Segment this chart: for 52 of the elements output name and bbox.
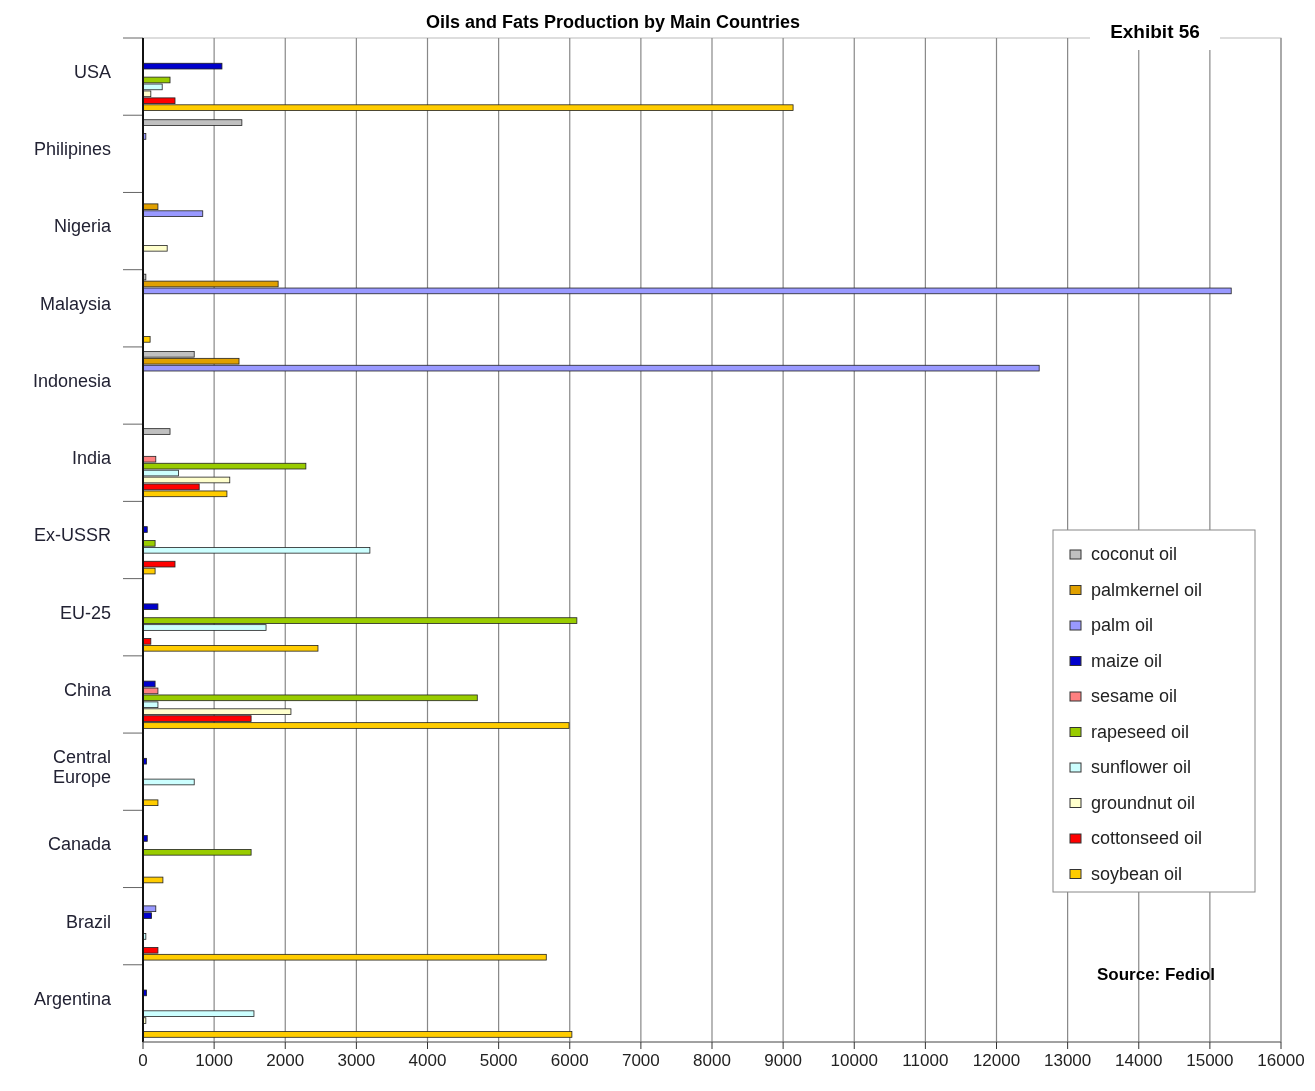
- y-tick-label: Brazil: [65, 911, 111, 932]
- y-tick-label: Argentina: [33, 988, 112, 1009]
- legend-label: sunflower oil: [1091, 757, 1192, 777]
- y-tick-label: Philipines: [33, 139, 111, 160]
- legend-label: palm oil: [1091, 615, 1154, 635]
- x-tick-label: 12000: [972, 1051, 1021, 1070]
- chart-title: Oils and Fats Production by Main Countries: [425, 12, 801, 32]
- y-tick-label: Indonesia: [32, 370, 112, 391]
- legend-label: soybean oil: [1091, 863, 1183, 884]
- bar: [142, 1031, 573, 1038]
- y-tick-label: Nigeria: [53, 216, 112, 237]
- bar: [142, 245, 168, 252]
- x-tick-label: 7000: [621, 1051, 660, 1070]
- bar: [142, 603, 159, 611]
- x-tick-label: 9000: [764, 1051, 803, 1070]
- y-tick-label: Ex-USSR: [33, 525, 111, 546]
- x-tick-label: 13000: [1043, 1051, 1092, 1070]
- y-tick-label: Central Europe: [52, 747, 111, 788]
- x-tick-label: 3000: [337, 1051, 376, 1070]
- x-tick-label: 6000: [550, 1051, 589, 1070]
- legend-label: groundnut oil: [1091, 792, 1196, 813]
- bar: [142, 849, 252, 856]
- legend-label: rapeseed oil: [1091, 721, 1190, 742]
- legend-label: coconut oil: [1091, 544, 1178, 564]
- annotation: Exhibit 56: [1110, 21, 1200, 42]
- legend-label: maize oil: [1091, 650, 1163, 671]
- x-tick-label: 0: [138, 1051, 148, 1070]
- x-tick-label: 5000: [479, 1051, 518, 1070]
- y-tick-label: Canada: [47, 834, 112, 855]
- bar: [142, 799, 159, 807]
- y-tick-label: China: [63, 679, 112, 700]
- y-tick-label: EU-25: [59, 602, 111, 623]
- x-tick-label: 10000: [830, 1051, 878, 1070]
- bar: [142, 62, 223, 70]
- y-tick-label: India: [71, 448, 112, 469]
- y-tick-label: Malaysia: [39, 293, 112, 314]
- x-tick-label: 14000: [1115, 1051, 1163, 1070]
- bar: [142, 778, 195, 786]
- x-tick-label: 4000: [408, 1051, 447, 1070]
- legend-label: palmkernel oil: [1091, 579, 1203, 600]
- x-tick-label: 16000: [1257, 1051, 1305, 1070]
- bar: [142, 876, 164, 884]
- x-tick-label: 11000: [902, 1051, 949, 1070]
- bar: [142, 336, 151, 343]
- x-tick-label: 1000: [195, 1051, 234, 1070]
- x-tick-label: 15000: [1186, 1051, 1234, 1070]
- annotation: Source: Fediol: [1096, 965, 1216, 984]
- y-tick-label: USA: [73, 62, 111, 82]
- legend-label: sesame oil: [1091, 686, 1178, 706]
- x-tick-label: 2000: [266, 1051, 305, 1070]
- legend-label: cottonseed oil: [1091, 828, 1203, 848]
- x-tick-label: 8000: [693, 1051, 731, 1070]
